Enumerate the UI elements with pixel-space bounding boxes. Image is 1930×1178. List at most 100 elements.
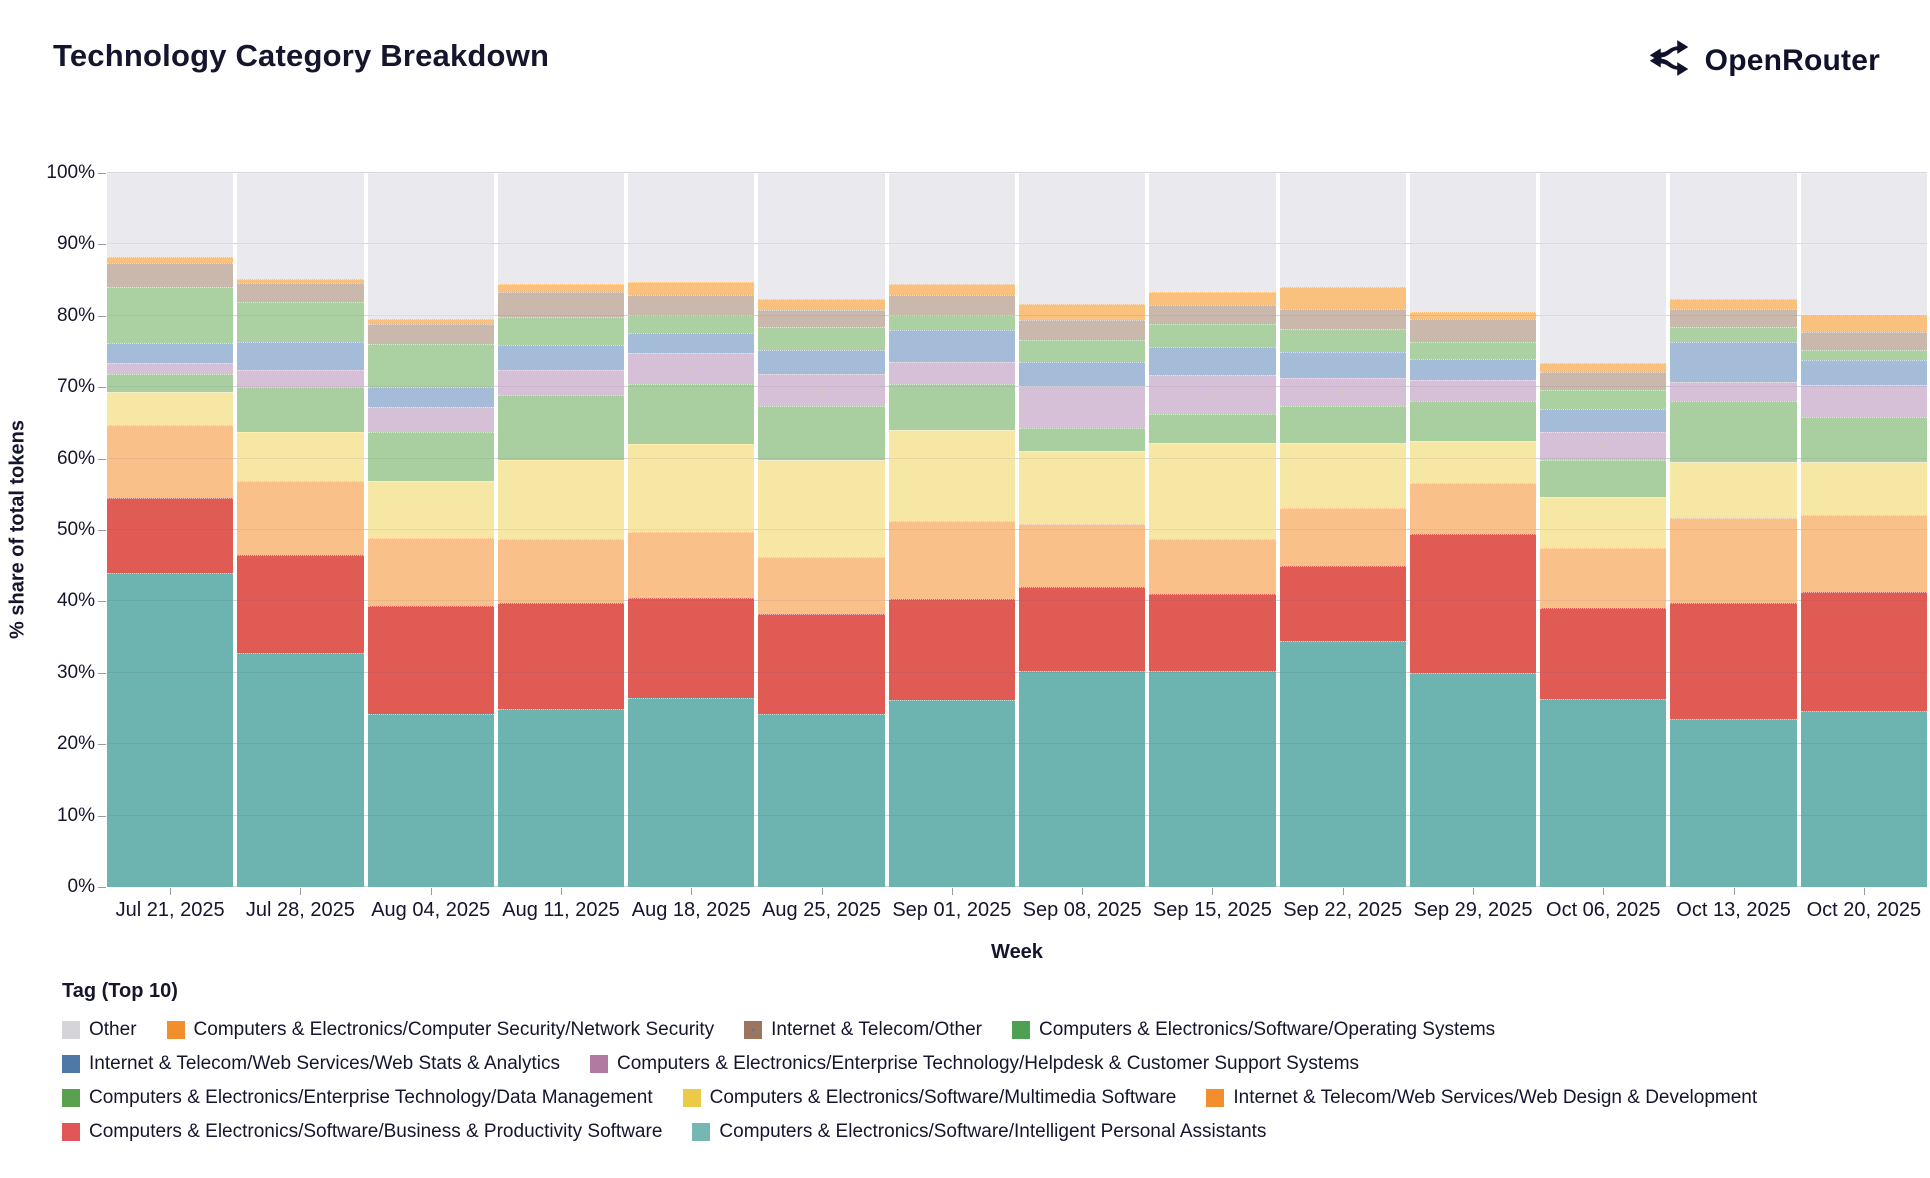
segment[interactable] <box>1279 507 1406 566</box>
segment[interactable] <box>367 344 494 387</box>
segment[interactable] <box>107 263 234 288</box>
segment[interactable] <box>497 709 625 887</box>
segment[interactable] <box>1670 341 1797 382</box>
segment[interactable] <box>1149 375 1276 414</box>
segment[interactable] <box>497 173 625 285</box>
segment[interactable] <box>1018 340 1146 362</box>
segment[interactable] <box>1409 173 1537 312</box>
segment[interactable] <box>1540 497 1667 548</box>
segment[interactable] <box>1018 173 1146 305</box>
segment[interactable] <box>497 539 625 603</box>
segment[interactable] <box>237 173 364 279</box>
bar-aug-11-2025[interactable] <box>497 173 625 887</box>
segment[interactable] <box>1018 427 1146 452</box>
segment[interactable] <box>1279 328 1406 352</box>
segment[interactable] <box>497 370 625 396</box>
segment[interactable] <box>107 287 234 343</box>
bar-sep-22-2025[interactable] <box>1279 173 1406 887</box>
segment[interactable] <box>628 315 755 333</box>
segment[interactable] <box>1540 699 1667 887</box>
segment[interactable] <box>1149 442 1276 540</box>
segment[interactable] <box>628 697 755 887</box>
segment[interactable] <box>497 602 625 710</box>
segment[interactable] <box>1800 710 1927 887</box>
segment[interactable] <box>1670 381 1797 401</box>
bar-aug-04-2025[interactable] <box>367 173 494 887</box>
segment[interactable] <box>367 407 494 433</box>
segment[interactable] <box>1540 372 1667 391</box>
segment[interactable] <box>1149 413 1276 443</box>
segment[interactable] <box>1149 305 1276 324</box>
segment[interactable] <box>237 370 364 388</box>
segment[interactable] <box>497 345 625 371</box>
segment[interactable] <box>1800 332 1927 351</box>
legend-item[interactable]: Computers & Electronics/Software/Intelli… <box>692 1121 1266 1143</box>
segment[interactable] <box>1409 440 1537 483</box>
legend-item[interactable]: Internet & Telecom/Web Services/Web Desi… <box>1206 1087 1757 1109</box>
segment[interactable] <box>1279 351 1406 378</box>
legend-item[interactable]: Internet & Telecom/Other <box>744 1019 982 1041</box>
segment[interactable] <box>1018 523 1146 588</box>
segment[interactable] <box>1540 390 1667 410</box>
segment[interactable] <box>367 318 494 325</box>
bar-sep-08-2025[interactable] <box>1018 173 1146 887</box>
segment[interactable] <box>888 521 1015 600</box>
legend-item[interactable]: Computers & Electronics/Software/Operati… <box>1011 1019 1495 1041</box>
segment[interactable] <box>758 350 885 374</box>
segment[interactable] <box>237 387 364 433</box>
segment[interactable] <box>497 460 625 540</box>
segment[interactable] <box>1279 308 1406 329</box>
segment[interactable] <box>1279 565 1406 641</box>
segment[interactable] <box>628 384 755 444</box>
segment[interactable] <box>1540 460 1667 498</box>
segment[interactable] <box>758 557 885 615</box>
segment[interactable] <box>758 173 885 299</box>
segment[interactable] <box>888 173 1015 284</box>
bar-oct-06-2025[interactable] <box>1540 173 1667 887</box>
segment[interactable] <box>1800 350 1927 361</box>
bar-sep-01-2025[interactable] <box>888 173 1015 887</box>
segment[interactable] <box>237 555 364 653</box>
segment[interactable] <box>1018 671 1146 887</box>
segment[interactable] <box>1018 451 1146 524</box>
segment[interactable] <box>888 430 1015 522</box>
bar-sep-29-2025[interactable] <box>1409 173 1537 887</box>
segment[interactable] <box>1800 173 1927 316</box>
segment[interactable] <box>1800 592 1927 711</box>
segment[interactable] <box>628 282 755 296</box>
segment[interactable] <box>1670 327 1797 342</box>
segment[interactable] <box>628 443 755 533</box>
segment[interactable] <box>497 316 625 346</box>
segment[interactable] <box>758 460 885 558</box>
segment[interactable] <box>758 326 885 351</box>
segment[interactable] <box>1279 173 1406 288</box>
segment[interactable] <box>1018 304 1146 321</box>
segment[interactable] <box>1540 547 1667 608</box>
segment[interactable] <box>1800 360 1927 386</box>
segment[interactable] <box>1409 400 1537 441</box>
segment[interactable] <box>888 295 1015 316</box>
segment[interactable] <box>1149 594 1276 672</box>
bar-sep-15-2025[interactable] <box>1149 173 1276 887</box>
segment[interactable] <box>1279 405 1406 443</box>
segment[interactable] <box>1409 342 1537 359</box>
segment[interactable] <box>1409 534 1537 673</box>
segment[interactable] <box>1800 385 1927 417</box>
segment[interactable] <box>1670 517 1797 603</box>
segment[interactable] <box>367 606 494 715</box>
segment[interactable] <box>367 386 494 408</box>
bar-aug-25-2025[interactable] <box>758 173 885 887</box>
segment[interactable] <box>1149 346 1276 376</box>
segment[interactable] <box>107 572 234 887</box>
segment[interactable] <box>107 425 234 498</box>
segment[interactable] <box>1409 311 1537 319</box>
segment[interactable] <box>1540 362 1667 373</box>
segment[interactable] <box>237 652 364 887</box>
segment[interactable] <box>367 432 494 482</box>
segment[interactable] <box>1670 719 1797 887</box>
segment[interactable] <box>1279 377 1406 406</box>
segment[interactable] <box>1800 462 1927 516</box>
segment[interactable] <box>628 532 755 598</box>
legend-item[interactable]: Computers & Electronics/Computer Securit… <box>166 1019 714 1041</box>
segment[interactable] <box>758 405 885 461</box>
